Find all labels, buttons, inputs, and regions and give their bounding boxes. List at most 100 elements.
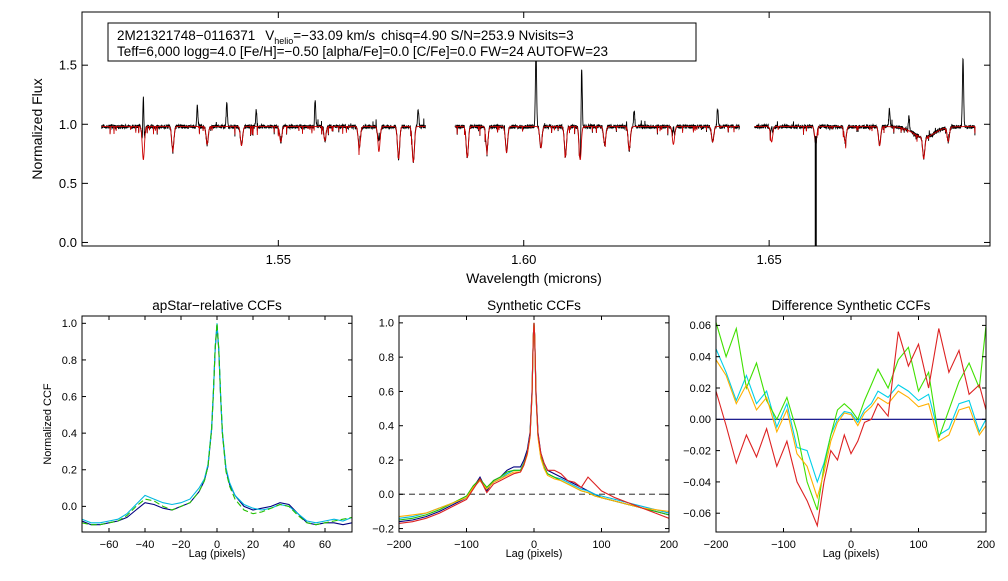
y-tick-label: 0.00	[690, 414, 711, 426]
y-tick-label: 0.8	[379, 352, 394, 364]
x-tick-label: −100	[454, 539, 479, 551]
y-tick-label: 0.06	[690, 320, 711, 332]
info-line-2: Teff=6,000 logg=4.0 [Fe/H]=−0.50 [alpha/…	[117, 44, 608, 59]
x-tick-label: 100	[592, 539, 610, 551]
apstar-ccf-series-line-1	[82, 325, 352, 526]
apstar-ccf-traces	[82, 323, 352, 526]
model-spectrum-chip-3	[754, 126, 976, 159]
y-tick-label: −0.04	[683, 477, 711, 489]
synthetic-ccf-series-line-1	[399, 322, 669, 523]
difference-ccf-traces	[716, 322, 986, 528]
spectrum-axes-frame	[81, 11, 991, 247]
x-tick-label: −100	[771, 539, 796, 551]
vhelio-value: =−33.09 km/s	[293, 28, 375, 43]
y-tick-label: 0.6	[379, 386, 394, 398]
vhelio-subscript: helio	[274, 36, 293, 46]
synthetic-ccf-traces	[399, 322, 669, 524]
vhelio-label: V	[265, 28, 274, 43]
y-tick-label: 0.5	[59, 176, 77, 191]
difference-ccf-panel: Difference Synthetic CCFs −200 −100 0 100 20…	[683, 298, 995, 560]
info-line-1: 2M21321748−0116371 Vhelio=−33.09 km/s chis…	[117, 28, 574, 46]
y-tick-label: 0.4	[62, 428, 77, 440]
synthetic-ccf-xlabel: Lag (pixels)	[506, 548, 563, 560]
x-tick-label: −20	[172, 539, 191, 551]
apstar-ccf-xlabel: Lag (pixels)	[189, 548, 246, 560]
y-tick-label: 0.0	[59, 235, 77, 250]
star-id: 2M21321748−0116371	[117, 28, 255, 43]
x-tick-label: 200	[977, 539, 995, 551]
synthetic-ccf-plot-area	[399, 322, 669, 524]
y-tick-label: −0.02	[683, 445, 711, 457]
difference-ccf-series-line-3	[716, 322, 986, 511]
x-tick-label: −200	[704, 539, 729, 551]
synthetic-ccf-series-line-5	[399, 322, 669, 524]
y-tick-label: 1.0	[379, 318, 394, 330]
y-tick-label: 0.0	[62, 501, 77, 513]
y-tick-label: −0.2	[372, 523, 394, 535]
difference-ccf-xlabel: Lag (pixels)	[823, 548, 880, 560]
x-tick-label: 1.65	[756, 252, 781, 267]
synthetic-ccf-ticks: −200 −100 0 100 200 −0.2 0.0 0.2 0.4 0.6 0.8 1.0	[372, 316, 678, 551]
difference-ccf-axes-frame	[715, 315, 987, 533]
difference-ccf-series-line-4	[716, 359, 986, 500]
y-tick-label: 0.04	[690, 352, 711, 364]
observed-spectrum-chip-3	[753, 57, 976, 160]
synthetic-ccf-series-line-4	[399, 322, 669, 518]
spectrum-xlabel: Wavelength (microns)	[466, 270, 602, 286]
x-tick-label: −200	[387, 539, 412, 551]
difference-ccf-plot-area	[716, 322, 986, 528]
synthetic-ccf-series-line-3	[399, 322, 669, 521]
apstar-ccf-panel: apStar−relative CCFs −60 −40 −20 0 20 40 60 0.0…	[42, 298, 353, 560]
difference-ccf-title: Difference Synthetic CCFs	[772, 298, 931, 313]
spectrum-panel: 1.55 1.60 1.65 0.0 0.5 1.0 1.5 Wavelength (mic…	[29, 11, 991, 286]
spectrum-plot-area	[101, 48, 976, 246]
synthetic-ccf-title: Synthetic CCFs	[487, 298, 581, 313]
x-tick-label: −60	[100, 539, 119, 551]
apstar-ccf-ylabel: Normalized CCF	[42, 383, 54, 465]
y-tick-label: 0.2	[62, 465, 77, 477]
model-spectrum-chip-1	[101, 125, 426, 163]
y-tick-label: 0.2	[379, 455, 394, 467]
x-tick-label: 100	[909, 539, 927, 551]
y-tick-label: 0.4	[379, 421, 394, 433]
difference-ccf-ticks: −200 −100 0 100 200 −0.06 −0.04 −0.02 0.00 0.02 0.…	[683, 316, 995, 551]
synthetic-ccf-panel: Synthetic CCFs −200 −100 0 100 200 −0.2 0.0 0.2…	[372, 298, 678, 560]
x-tick-label: 200	[660, 539, 678, 551]
x-tick-label: −40	[136, 539, 155, 551]
synthetic-ccf-series-line-2	[399, 322, 669, 519]
fit-statistics: chisq=4.90 S/N=253.9 Nvisits=3	[381, 28, 574, 43]
spectrum-ylabel: Normalized Flux	[29, 78, 45, 179]
x-tick-label: 20	[247, 539, 259, 551]
x-tick-label: 60	[319, 539, 331, 551]
y-tick-label: 1.0	[62, 318, 77, 330]
apstar-ccf-series-line-2	[82, 323, 352, 524]
x-tick-label: 0	[848, 539, 854, 551]
apstar-ccf-series-line-3	[82, 323, 352, 526]
y-tick-label: −0.06	[683, 508, 711, 520]
y-tick-label: 1.5	[59, 58, 77, 73]
apstar-ccf-plot-area	[82, 323, 352, 526]
difference-ccf-series-line-5	[716, 328, 986, 528]
apstar-ccf-title: apStar−relative CCFs	[152, 298, 282, 313]
y-tick-label: 0.0	[379, 489, 394, 501]
y-tick-label: 0.02	[690, 383, 711, 395]
info-box-frame	[107, 22, 697, 62]
spectrum-traces	[101, 48, 976, 246]
spectrum-info-box: 2M21321748−0116371 Vhelio=−33.09 km/s chis…	[107, 22, 697, 62]
x-tick-label: 0	[531, 539, 537, 551]
y-tick-label: 0.6	[62, 391, 77, 403]
y-tick-label: 1.0	[59, 117, 77, 132]
apstar-ccf-axes-frame	[81, 315, 353, 533]
x-tick-label: 40	[283, 539, 295, 551]
apstar-ccf-ticks: −60 −40 −20 0 20 40 60 0.0 0.2 0.4 0.6 0.8 1.0	[62, 316, 352, 551]
synthetic-ccf-axes-frame	[398, 315, 670, 533]
x-tick-label: 1.60	[511, 252, 536, 267]
x-tick-label: 0	[214, 539, 220, 551]
model-spectrum-chip-2	[455, 125, 740, 161]
spectrum-ticks: 1.55 1.60 1.65 0.0 0.5 1.0 1.5	[59, 12, 990, 267]
y-tick-label: 0.8	[62, 355, 77, 367]
observed-spectrum-chip-2	[454, 48, 740, 159]
x-tick-label: 1.55	[266, 252, 291, 267]
